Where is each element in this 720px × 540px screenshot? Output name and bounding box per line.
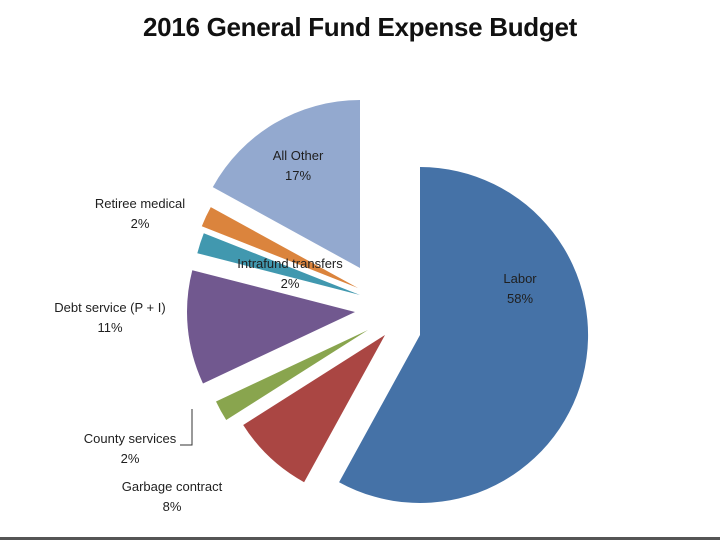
slice-label-debt-service-p-i: Debt service (P + I) [54, 300, 165, 315]
slice-label-county-services: County services [84, 431, 177, 446]
slice-label-garbage-contract: Garbage contract [122, 479, 223, 494]
bottom-divider [0, 537, 720, 540]
slice-label-all-other: All Other [273, 148, 324, 163]
slice-percent-all-other: 17% [285, 168, 311, 183]
pie-slice-intrafund-transfers [197, 233, 360, 295]
pie-slice-county-services [216, 330, 368, 420]
slice-percent-garbage-contract: 8% [163, 499, 182, 514]
slice-label-retiree-medical: Retiree medical [95, 196, 185, 211]
slice-label-labor: Labor [503, 271, 537, 286]
pie-slice-labor [339, 166, 589, 503]
slice-label-intrafund-transfers: Intrafund transfers [237, 256, 343, 271]
pie-slice-retiree-medical [201, 207, 358, 288]
leader-line [180, 409, 193, 446]
slice-percent-debt-service-p-i: 11% [97, 320, 122, 335]
slice-percent-county-services: 2% [121, 451, 140, 466]
slice-percent-intrafund-transfers: 2% [281, 276, 300, 291]
slice-percent-retiree-medical: 2% [131, 216, 150, 231]
pie-slice-debt-service-p-i [187, 270, 355, 384]
pie-slice-garbage-contract [243, 335, 385, 483]
chart-title: 2016 General Fund Expense Budget [143, 12, 577, 42]
slice-percent-labor: 58% [507, 291, 533, 306]
pie-slice-all-other [212, 100, 360, 268]
